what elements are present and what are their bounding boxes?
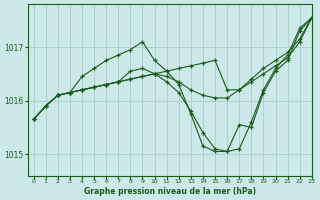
X-axis label: Graphe pression niveau de la mer (hPa): Graphe pression niveau de la mer (hPa) xyxy=(84,187,256,196)
